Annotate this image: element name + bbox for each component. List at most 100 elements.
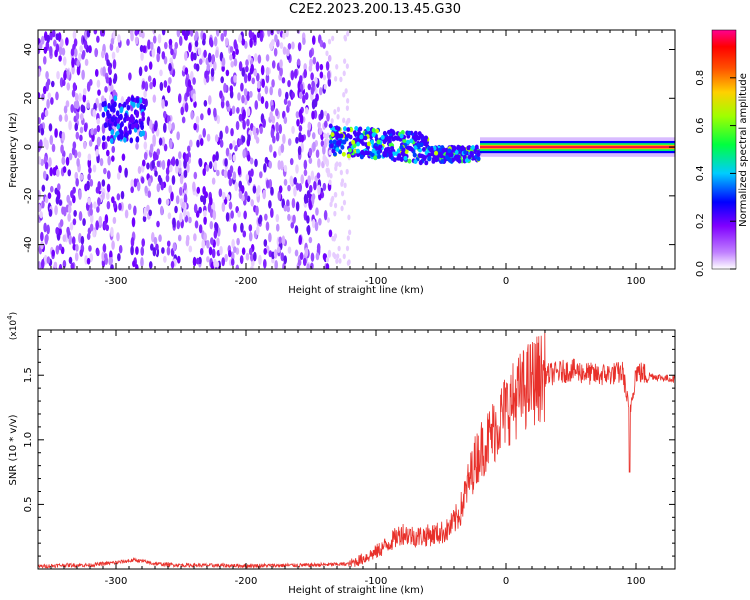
heatmap-cell: [221, 65, 225, 72]
heatmap-cell: [290, 70, 295, 81]
heatmap-cell: [259, 32, 264, 43]
heatmap-cell: [307, 175, 311, 185]
heatmap-cell: [280, 143, 285, 154]
heatmap-cell: [220, 32, 225, 42]
heatmap-cell: [143, 207, 147, 217]
heatmap-cell: [63, 105, 68, 114]
heatmap-cell: [204, 191, 208, 199]
heatmap-cell: [130, 236, 135, 247]
heatmap-cell: [245, 59, 249, 67]
heatmap-cell: [282, 31, 286, 40]
heatmap-cell: [237, 210, 241, 218]
heatmap-cell: [236, 237, 240, 246]
heatmap-cell: [338, 258, 342, 264]
heatmap-cell: [127, 203, 132, 211]
heatmap-cell: [297, 42, 302, 52]
heatmap-cell: [185, 153, 189, 162]
heatmap-cell: [119, 113, 123, 120]
heatmap-cell: [298, 183, 303, 192]
heatmap-cell: [268, 232, 272, 243]
heatmap-cell: [87, 173, 91, 181]
heatmap-cell: [279, 42, 284, 49]
heatmap-cell: [152, 134, 156, 144]
heatmap-cell: [228, 201, 233, 210]
colorbar-tick-label: 0.8: [695, 70, 706, 86]
heatmap-cell: [199, 247, 204, 256]
heatmap-cell: [135, 142, 139, 150]
heatmap-cell: [256, 81, 261, 89]
heatmap-cell: [245, 173, 250, 182]
heatmap-cell: [156, 160, 161, 168]
heatmap-cell: [454, 149, 459, 155]
heatmap-cell: [153, 236, 158, 245]
heatmap-cell: [95, 186, 100, 194]
heatmap-cell: [277, 159, 282, 170]
heatmap-cell: [49, 185, 54, 193]
heatmap-cell: [88, 139, 93, 147]
heatmap-cell: [106, 135, 111, 142]
heatmap-cell: [349, 127, 354, 133]
heatmap-cell: [281, 235, 286, 246]
heatmap-cell: [401, 147, 406, 153]
heatmap-cell: [89, 253, 94, 263]
heatmap-cell: [230, 251, 235, 262]
heatmap-cell: [253, 251, 257, 262]
heatmap-cell: [280, 160, 284, 171]
heatmap-cell: [371, 148, 376, 154]
heatmap-cell: [184, 215, 189, 223]
heatmap-cell: [66, 226, 70, 235]
heatmap-cell: [274, 259, 278, 269]
heatmap-cell: [407, 158, 412, 164]
heatmap-cell: [168, 62, 172, 72]
heatmap-cell: [370, 139, 375, 145]
heatmap-cell: [70, 48, 75, 57]
heatmap-cell: [319, 71, 324, 79]
heatmap-cell: [219, 245, 223, 256]
heatmap-cell: [340, 144, 345, 150]
heatmap-cell: [322, 42, 326, 49]
heatmap-cell: [376, 139, 381, 145]
heatmap-cell: [329, 172, 333, 179]
heatmap-cell: [233, 58, 238, 67]
heatmap-cell: [142, 45, 147, 54]
heatmap-cell: [240, 185, 245, 194]
heatmap-cell: [276, 30, 281, 35]
heatmap-cell: [169, 164, 173, 173]
heatmap-cell: [143, 90, 147, 98]
heatmap-cell: [282, 46, 287, 55]
heatmap-cell: [40, 259, 45, 269]
heatmap-cell: [315, 207, 319, 216]
heatmap-cell: [135, 264, 139, 269]
heatmap-cell: [244, 190, 248, 201]
heatmap-cell: [378, 144, 383, 149]
heatmap-cell: [206, 239, 210, 249]
heatmap-cell: [205, 164, 210, 172]
heatmap-cell: [336, 253, 340, 259]
heatmap-cell: [140, 120, 144, 127]
heatmap-cell: [339, 169, 343, 176]
heatmap-cell: [276, 246, 281, 253]
heatmap-cell: [61, 47, 66, 56]
heatmap-cell: [262, 189, 266, 200]
heatmap-cell: [161, 51, 166, 60]
heatmap-cell: [86, 180, 90, 191]
heatmap-cell: [291, 41, 295, 50]
heatmap-cell: [38, 42, 43, 50]
heatmap-cell: [87, 158, 92, 169]
heatmap-cell: [223, 82, 227, 93]
heatmap-cell: [464, 158, 469, 163]
heatmap-cell: [139, 130, 143, 137]
heatmap-cell: [235, 48, 239, 55]
heatmap-cell: [314, 76, 318, 85]
heatmap-cell: [327, 77, 332, 87]
heatmap-cell: [315, 252, 320, 261]
heatmap-cell: [383, 152, 388, 158]
heatmap-cell: [225, 212, 230, 222]
heatmap-cell: [331, 195, 335, 202]
heatmap-cell: [47, 192, 52, 200]
heatmap-cell: [156, 148, 161, 156]
heatmap-cell: [196, 186, 201, 194]
heatmap-cell: [163, 143, 168, 152]
heatmap-cell: [192, 181, 196, 192]
heatmap-cell: [49, 45, 53, 56]
